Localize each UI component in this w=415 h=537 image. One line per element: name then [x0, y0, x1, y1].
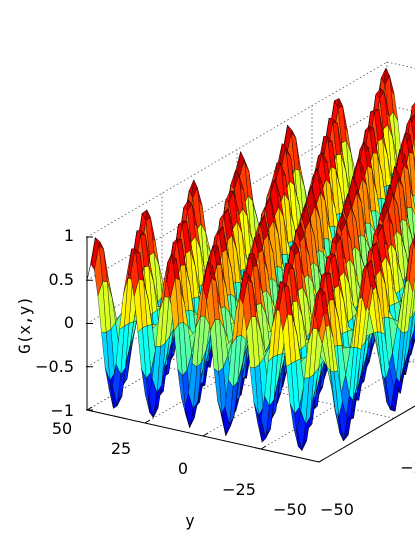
y-tick-mark: [202, 432, 209, 437]
y-tick-label: −25: [222, 480, 256, 499]
labels-layer: 1 0.5 0 −0.5 −1 G(x,y) 50 25 0 −25 −50 y…: [15, 226, 415, 530]
z-tick-label: −1: [50, 401, 74, 420]
z-tick-label: 0.5: [49, 270, 74, 289]
y-tick-mark: [318, 458, 325, 463]
axes-layer: [86, 236, 415, 463]
x-tick-label: −2: [400, 458, 415, 477]
y-tick-label: 25: [111, 439, 131, 458]
y-tick-label: −50: [273, 500, 307, 519]
z-tick-label: 1: [64, 226, 74, 245]
y-tick-mark: [144, 419, 151, 424]
surface-patch: [86, 237, 96, 281]
x-axis-line: [318, 405, 415, 463]
y-tick-label: 50: [52, 419, 72, 438]
y-tick-mark: [86, 406, 93, 411]
z-tick-label: 0: [64, 313, 74, 332]
x-tick-label: −50: [320, 500, 354, 519]
y-tick-mark: [260, 445, 267, 450]
y-tick-label: 0: [178, 459, 188, 478]
z-axis-title: G(x,y): [15, 296, 34, 354]
surface-layer: [86, 67, 415, 452]
y-axis-title: y: [185, 511, 195, 530]
grid-line: [86, 61, 388, 238]
z-tick-label: −0.5: [35, 357, 74, 376]
